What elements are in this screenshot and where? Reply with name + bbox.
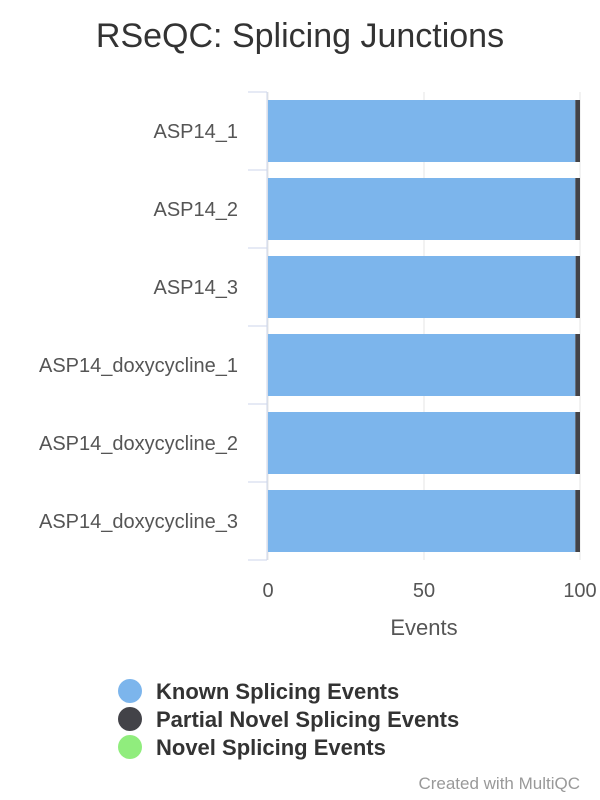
bar-segment [575, 178, 580, 240]
y-category-label: ASP14_doxycycline_3 [39, 511, 238, 533]
bar-segment [268, 412, 576, 474]
bar-segment [268, 178, 576, 240]
credit-text: Created with MultiQC [418, 774, 580, 793]
bar-segment [268, 256, 576, 318]
bar-segment [575, 334, 580, 396]
bar-segment [268, 334, 576, 396]
y-category-label: ASP14_1 [153, 121, 238, 143]
y-category-label: ASP14_2 [153, 199, 238, 221]
bar-layer [268, 100, 580, 552]
legend: Known Splicing Events Partial Novel Splic… [118, 679, 459, 760]
legend-label: Known Splicing Events [156, 679, 399, 704]
grid-layer [267, 92, 581, 560]
legend-marker [118, 735, 142, 759]
bar-segment [575, 256, 580, 318]
y-category-label: ASP14_doxycycline_1 [39, 355, 238, 377]
legend-label: Partial Novel Splicing Events [156, 707, 459, 732]
y-category-label: ASP14_3 [153, 277, 238, 299]
x-tick-label: 100 [563, 580, 596, 602]
y-category-label: ASP14_doxycycline_2 [39, 433, 238, 455]
legend-marker [118, 679, 142, 703]
x-tick-label: 50 [413, 580, 435, 602]
bar-segment [575, 412, 580, 474]
x-axis-title: Events [390, 615, 457, 640]
bar-segment [575, 100, 580, 162]
bar-segment [268, 100, 576, 162]
chart-title: RSeQC: Splicing Junctions [96, 17, 504, 55]
bar-segment [268, 490, 576, 552]
x-tick-label: 0 [262, 580, 273, 602]
legend-label: Novel Splicing Events [156, 735, 386, 760]
bar-segment [575, 490, 580, 552]
legend-marker [118, 707, 142, 731]
axis-layer: 0 50 100 ASP14_1 ASP14_2 ASP14_3 ASP14_doxycyc… [39, 91, 597, 602]
